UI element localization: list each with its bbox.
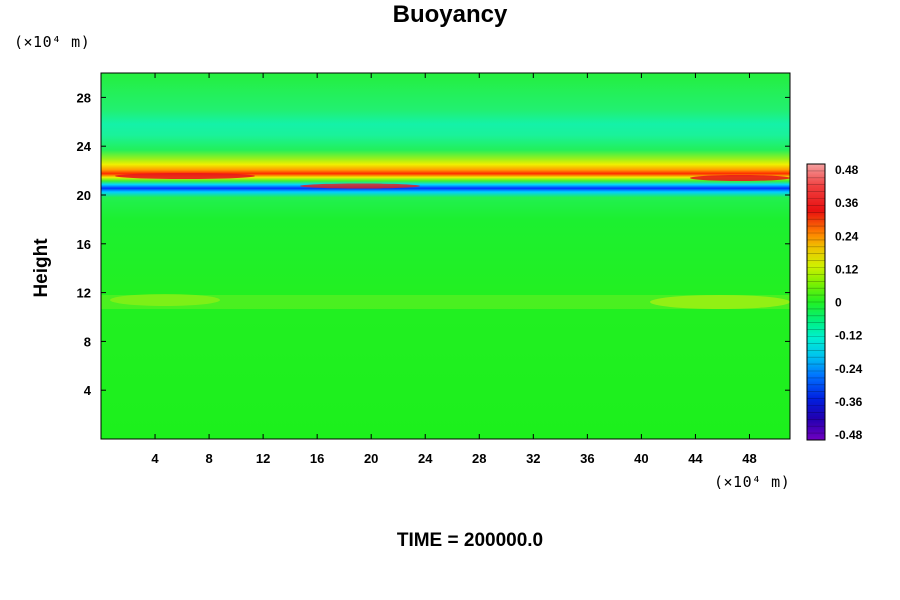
colorbar-lines [807, 170, 825, 434]
x-tick-label: 24 [418, 451, 433, 466]
plot-frame [100, 72, 791, 440]
x-unit-label: (×10⁴ m) [714, 473, 791, 491]
colorbar [806, 163, 826, 441]
colorbar-label: -0.36 [835, 395, 863, 409]
colorbar-label: 0 [835, 296, 842, 310]
y-tick-label: 4 [84, 383, 92, 398]
y-tick-label: 8 [84, 334, 91, 349]
lower-layer [101, 295, 790, 309]
colorbar-label: 0.24 [835, 229, 859, 243]
y-tick-label: 24 [77, 139, 92, 154]
x-tick-label: 36 [580, 451, 594, 466]
lower-layer-left [110, 294, 220, 306]
warm-pocket-center [300, 183, 420, 189]
y-ticks: 4 8 12 16 20 24 28 [77, 90, 790, 398]
warm-pocket-right [690, 175, 790, 181]
x-tick-label: 12 [256, 451, 270, 466]
colorbar-label: -0.48 [835, 428, 863, 442]
x-tick-label: 4 [151, 451, 159, 466]
colorbar-label: 0.12 [835, 262, 859, 276]
colorbar-label: 0.36 [835, 196, 859, 210]
chart-title: Buoyancy [392, 1, 508, 28]
y-tick-label: 12 [77, 286, 91, 301]
colorbar-label: -0.12 [835, 329, 863, 343]
colorbar-label: -0.24 [835, 362, 863, 376]
x-tick-label: 28 [472, 451, 486, 466]
y-tick-label: 16 [77, 237, 91, 252]
colorbar-label: 0.48 [835, 163, 859, 177]
colorbar-labels: 0.48 0.36 0.24 0.12 0 -0.12 -0.24 -0.36 -0.48 [835, 163, 863, 442]
x-tick-label: 8 [205, 451, 212, 466]
y-tick-label: 20 [77, 188, 91, 203]
x-tick-label: 32 [526, 451, 540, 466]
time-label: TIME = 200000.0 [396, 530, 544, 551]
heatmap-field [101, 73, 790, 439]
y-unit-label: (×10⁴ m) [14, 33, 91, 51]
lower-layer-right [650, 295, 790, 309]
warm-pocket-left [115, 173, 255, 179]
x-tick-label: 40 [634, 451, 648, 466]
x-tick-label: 16 [310, 451, 324, 466]
x-tick-label: 20 [364, 451, 378, 466]
x-tick-label: 44 [688, 451, 703, 466]
x-tick-label: 48 [742, 451, 756, 466]
x-ticks: 4 8 12 16 20 24 28 32 36 40 44 48 [151, 73, 757, 466]
y-tick-label: 28 [77, 90, 91, 105]
